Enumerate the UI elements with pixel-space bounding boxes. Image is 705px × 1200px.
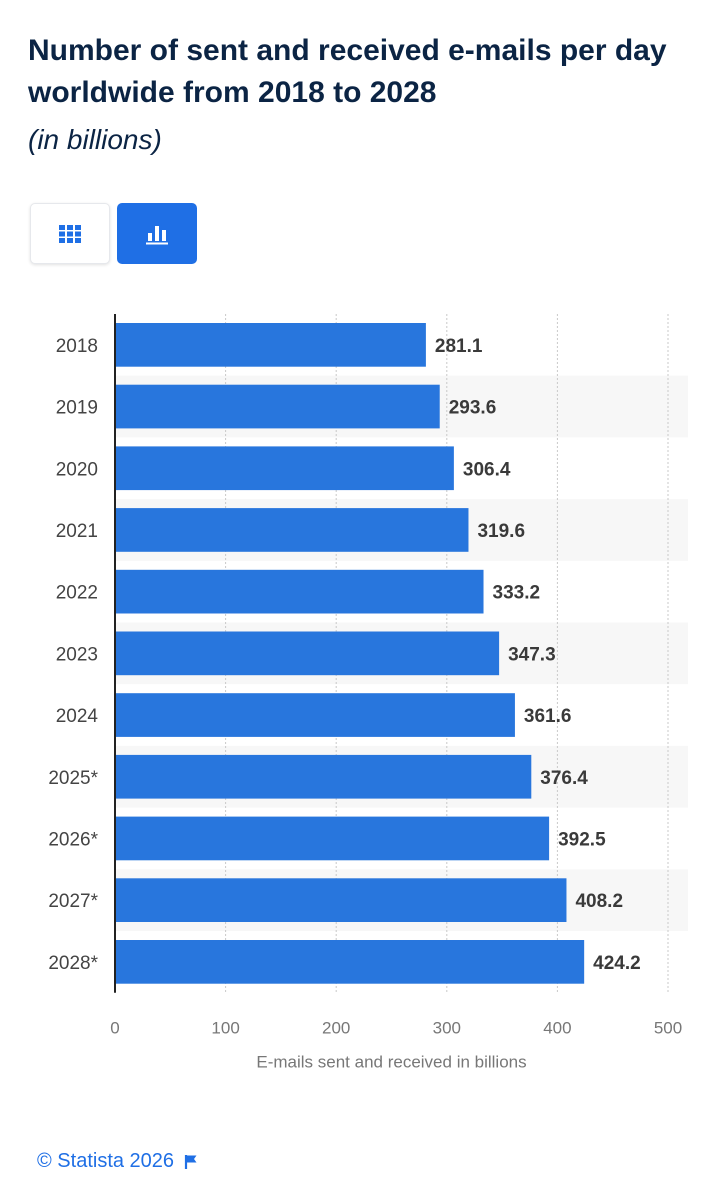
value-label: 408.2 [575,891,623,912]
value-label: 333.2 [493,583,541,604]
bar [115,446,454,491]
bar [115,940,585,984]
bar-chart: 2018 281.1 2019 293.6 2020 306.4 2021 319.6 2022… [48,314,688,1072]
category-label: 2025* [48,768,98,789]
category-label: 2026* [48,829,98,850]
chart-subtitle: (in billions) [28,124,162,155]
category-label: 2021 [56,521,98,542]
value-label: 376.4 [540,768,588,789]
statista-credit[interactable]: © Statista 2026 [37,1150,175,1172]
category-label: 2019 [56,398,98,419]
bar-chart-icon [146,225,168,244]
bar [115,323,426,367]
category-label: 2018 [56,336,98,357]
table-view-button[interactable] [30,203,110,264]
category-label: 2022 [56,583,98,604]
value-label: 424.2 [593,953,641,974]
bar [115,631,500,676]
x-tick-label: 300 [433,1019,461,1038]
bar [115,754,532,799]
flag-icon[interactable] [184,1154,198,1170]
bar [115,508,469,552]
x-tick-label: 200 [322,1019,350,1038]
x-tick-label: 0 [110,1019,119,1038]
value-label: 281.1 [435,336,483,357]
bar [115,384,440,429]
category-label: 2024 [56,706,99,727]
x-tick-label: 100 [211,1019,239,1038]
category-label: 2023 [56,644,98,665]
bar [115,693,515,737]
category-label: 2027* [48,891,98,912]
value-label: 293.6 [449,398,497,419]
category-label: 2020 [56,459,98,480]
value-label: 306.4 [463,459,511,480]
x-tick-label: 500 [654,1019,682,1038]
bar [115,816,550,861]
chart-view-button[interactable] [117,203,197,264]
footer: © Statista 2026 [37,1150,198,1173]
bar [115,878,567,922]
value-label: 392.5 [558,829,606,850]
x-tick-label: 400 [543,1019,571,1038]
x-axis-title: E-mails sent and received in billions [256,1053,526,1072]
bar [115,569,484,614]
grid-icon [59,224,81,243]
value-label: 319.6 [477,521,525,542]
category-label: 2028* [48,953,98,974]
value-label: 361.6 [524,706,572,727]
chart-title: Number of sent and received e-mails per … [28,34,667,109]
value-label: 347.3 [508,644,556,665]
